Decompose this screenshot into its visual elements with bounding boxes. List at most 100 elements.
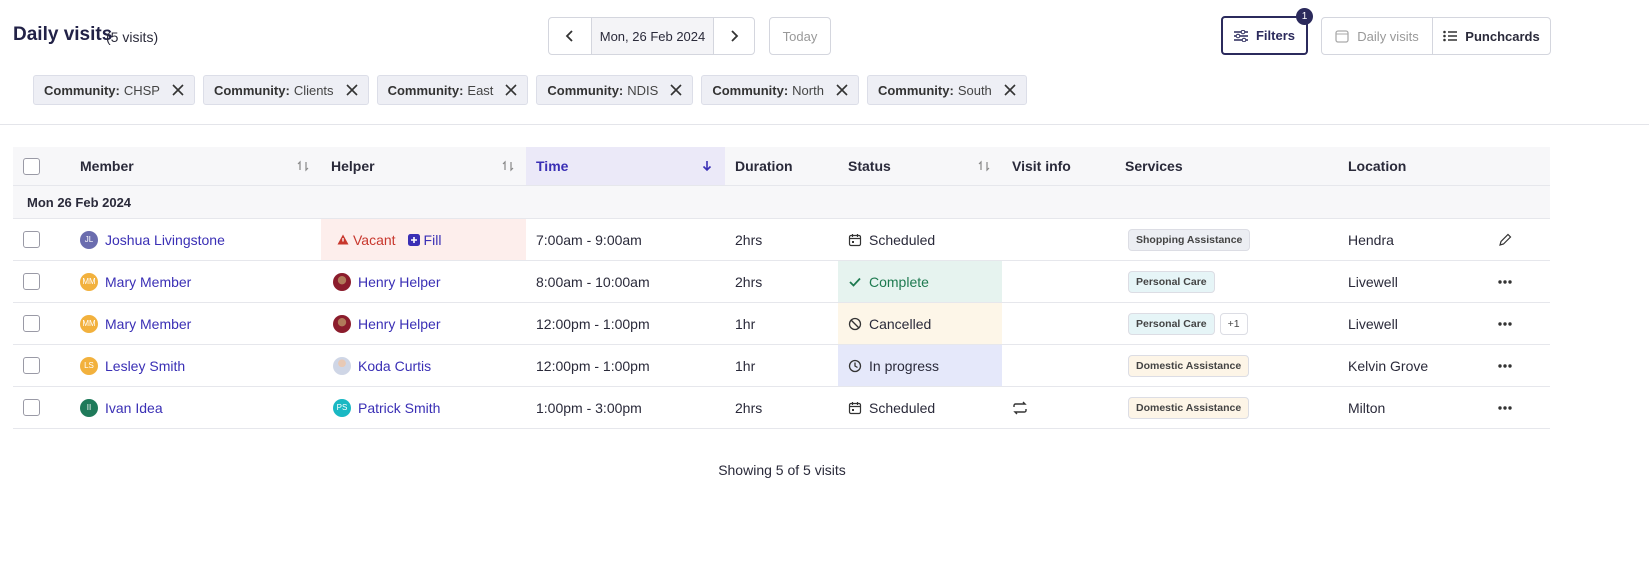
visit-time: 7:00am - 9:00am [536,231,642,248]
column-label: Services [1125,158,1183,174]
vacant-icon [337,234,349,245]
cell: Milton [1338,387,1490,428]
punchcards-view[interactable]: Punchcards [1432,17,1551,55]
member-name[interactable]: Joshua Livingstone [105,231,225,248]
cell: Personal Care [1115,261,1338,302]
chip-key: Community: [877,82,954,98]
prev-day[interactable] [548,17,592,55]
cell: Scheduled [838,219,1002,260]
row-checkbox[interactable] [23,357,40,374]
filters-button[interactable]: Filters [1221,16,1308,55]
fill-icon[interactable] [407,233,420,246]
location: Milton [1348,399,1386,416]
cell: MM Mary Member [70,303,321,344]
member-name[interactable]: Ivan Idea [105,399,163,416]
visit-duration: 1hr [735,357,756,374]
visits-table: Member Helper Time Duration Status Visit info… [13,147,1550,429]
column-header[interactable]: Member [70,147,321,185]
more-services[interactable]: +1 [1219,312,1248,335]
cell: Hendra [1338,219,1490,260]
chip-key: Community: [44,82,120,98]
date-picker[interactable]: Mon, 26 Feb 2024 [591,17,714,55]
column-label: Member [80,158,134,174]
group-label: Mon 26 Feb 2024 [27,194,132,210]
sort-icon [502,160,514,172]
filters-label: Filters [1255,28,1295,43]
next-day[interactable] [713,17,755,55]
cell: 1hr [725,345,838,386]
row-checkbox[interactable] [23,315,40,332]
column-header: Duration [725,147,838,185]
select-all[interactable] [23,157,40,175]
chip-value: CHSP [123,82,160,98]
chip-remove[interactable] [505,84,517,96]
row-action[interactable] [1498,279,1512,284]
today-button[interactable]: Today [769,17,831,55]
status-icon [848,359,862,373]
status-icon [848,401,862,415]
visit-row: MM Mary Member Henry Helper 8:00am - 10:00a… [13,261,1550,303]
chip-remove[interactable] [836,84,848,96]
helper-name[interactable]: Patrick Smith [358,399,441,416]
column-header[interactable]: Status [838,147,1002,185]
visit-row: JL Joshua Livingstone Vacant Fill 7:00am - 9… [13,219,1550,261]
column-label: Duration [735,158,793,174]
cell: Livewell [1338,261,1490,302]
group-row: Mon 26 Feb 2024 [13,186,1550,219]
chip-remove[interactable] [172,84,184,96]
cell: 7:00am - 9:00am [526,219,725,260]
visit-count: (5 visits) [106,29,159,45]
member-avatar: MM [80,314,98,333]
column-header[interactable]: Helper [321,147,526,185]
row-action[interactable] [1498,233,1512,247]
member-avatar: II [80,398,98,417]
helper-name[interactable]: Koda Curtis [358,357,432,374]
filter-chip: Community: East [376,75,529,105]
cell [13,147,70,185]
vacant-label: Vacant [353,231,396,248]
chip-remove[interactable] [1004,84,1016,96]
chip-value: NDIS [627,82,659,98]
cell: Henry Helper [321,303,526,344]
column-header: Visit info [1002,147,1115,185]
helper-name[interactable]: Henry Helper [358,273,441,290]
helper-name[interactable]: Henry Helper [358,315,441,332]
row-checkbox[interactable] [23,273,40,290]
helper-photo [333,314,351,333]
column-header[interactable]: Time [526,147,725,185]
visit-row: LS Lesley Smith Koda Curtis 12:00pm - 1:00p… [13,345,1550,387]
row-checkbox[interactable] [23,231,40,248]
filter-chip: Community: NDIS [536,75,694,105]
service-tag: Personal Care [1128,312,1215,335]
column-label: Helper [331,158,375,174]
row-action[interactable] [1498,405,1512,410]
header-row: Member Helper Time Duration Status Visit info… [13,147,1550,186]
row-action[interactable] [1498,321,1512,326]
row-checkbox[interactable] [23,399,40,416]
member-name[interactable]: Mary Member [105,273,192,290]
filter-badge: 1 [1296,8,1313,25]
chip-remove[interactable] [345,84,358,96]
visit-duration: 2hrs [735,399,763,416]
member-name[interactable]: Lesley Smith [105,357,186,374]
filter-icon [1233,29,1248,42]
helper-photo [333,356,351,375]
row-action[interactable] [1498,363,1512,368]
daily-visits-view[interactable]: Daily visits [1321,17,1433,55]
member-name[interactable]: Mary Member [105,315,192,332]
cell: Henry Helper [321,261,526,302]
chip-remove[interactable] [670,84,682,96]
fill-action[interactable]: Fill [423,231,442,248]
helper-photo [333,272,351,291]
visit-time: 8:00am - 10:00am [536,273,650,290]
cell: Vacant Fill [321,219,526,260]
sort-icon [297,160,309,172]
page-title: Daily visits [13,24,113,45]
chip-value: North [792,82,824,98]
filter-chip: Community: North [701,75,859,105]
column-label: Status [848,158,891,174]
service-tag: Domestic Assistance [1128,354,1250,377]
cell [13,387,70,428]
filter-chip: Community: Clients [202,75,369,105]
column-label: Location [1348,158,1407,174]
